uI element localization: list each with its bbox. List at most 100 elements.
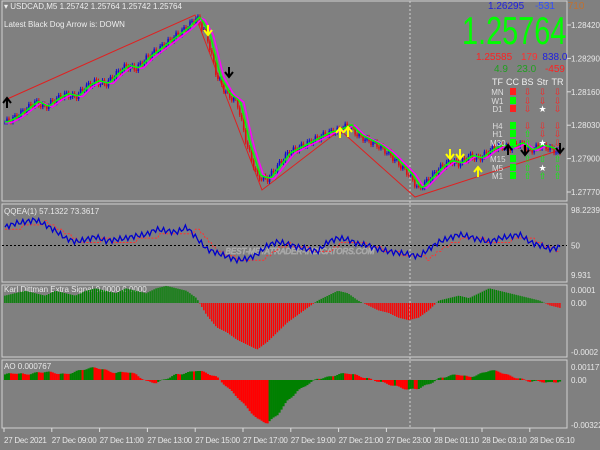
ao-bar <box>91 367 94 380</box>
candle <box>36 100 38 102</box>
ao-bar <box>302 380 305 388</box>
karl-bar <box>199 303 201 304</box>
karl-bar <box>185 290 187 303</box>
ao-bar <box>503 373 506 380</box>
karl-bar <box>382 303 384 312</box>
qqe-axis-label: 98.2239 <box>571 206 600 215</box>
ao-bar <box>4 374 7 380</box>
candle <box>123 64 126 70</box>
ao-bar <box>429 380 432 384</box>
candle <box>213 53 215 63</box>
karl-bar <box>49 293 52 303</box>
karl-bar <box>264 303 267 344</box>
ao-bar <box>370 378 373 380</box>
karl-bar <box>402 303 404 319</box>
karl-bar <box>4 295 6 303</box>
candle <box>157 51 159 53</box>
candle <box>417 186 420 188</box>
candle <box>447 158 450 162</box>
ao-bar <box>397 380 400 387</box>
karl-bar <box>163 286 165 303</box>
karl-bar <box>155 288 157 303</box>
ao-bar <box>445 377 448 380</box>
candle <box>153 49 155 54</box>
candle <box>99 82 102 86</box>
karl-bar <box>539 300 541 303</box>
ao-bar <box>133 373 136 380</box>
karl-bar <box>252 303 255 348</box>
arrow-down-icon <box>445 149 455 161</box>
candle <box>22 110 24 112</box>
ao-bar <box>192 371 196 380</box>
candle <box>254 168 257 170</box>
candle <box>41 103 44 108</box>
candle <box>483 151 486 158</box>
karl-bar <box>451 297 454 303</box>
ao-bar <box>342 373 345 380</box>
symbol-line: USDCAD,M5 1.25742 1.25764 1.25742 1.2576… <box>10 2 182 11</box>
ao-bar <box>189 371 192 380</box>
ao-bar <box>483 372 486 380</box>
ao-bar <box>282 380 285 407</box>
karl-bar <box>125 288 127 303</box>
color-code-box <box>505 172 520 182</box>
ao-bar <box>459 375 462 380</box>
candle <box>330 129 333 131</box>
candle <box>95 79 98 81</box>
candle <box>256 169 259 175</box>
karl-bar <box>197 300 199 303</box>
karl-bar <box>555 303 557 307</box>
karl-bar <box>368 303 370 306</box>
timeframe-label: D1 <box>492 105 503 114</box>
symbol-header: ▾ USDCAD,M5 1.25742 1.25764 1.25742 1.25… <box>4 2 182 11</box>
timeframe-label: H1 <box>492 130 503 139</box>
karl-bar <box>493 289 495 303</box>
karl-bar <box>417 303 420 318</box>
karl-bar <box>87 290 90 303</box>
ao-bar <box>183 373 186 380</box>
candle <box>410 174 412 176</box>
candle <box>191 20 193 22</box>
ao-bar <box>338 373 341 380</box>
x-tick-label: 28 Dec 01:10 <box>434 436 479 445</box>
ao-bar <box>451 374 454 380</box>
ao-bar <box>409 380 412 389</box>
karl-bar <box>306 303 308 309</box>
ao-bar <box>523 379 526 380</box>
ao-bar <box>332 376 335 380</box>
arrow-up-icon: ⇧ <box>523 171 532 181</box>
pane-border-3 <box>1 359 568 429</box>
candle <box>246 142 249 148</box>
karl-bar <box>350 295 352 303</box>
candle <box>439 164 442 170</box>
ao-bar <box>107 370 110 380</box>
karl-bar <box>326 295 328 303</box>
karl-bar <box>109 291 112 303</box>
ao-bar <box>453 374 456 380</box>
ao-bar <box>455 374 458 380</box>
candle <box>242 119 245 131</box>
karl-bar <box>328 295 330 303</box>
ao-bar <box>286 380 289 401</box>
ao-bar <box>145 380 148 381</box>
karl-bar <box>523 296 525 303</box>
karl-bar <box>308 303 310 307</box>
ao-bar <box>222 380 225 385</box>
ao-bar <box>385 380 389 384</box>
karl-bar <box>8 294 10 303</box>
karl-bar <box>427 303 430 311</box>
karl-bar <box>475 294 478 303</box>
karl-bar <box>553 303 555 307</box>
ao-bar <box>13 373 17 380</box>
karl-bar <box>531 298 533 303</box>
ao-bar <box>71 372 74 380</box>
karl-bar <box>481 291 484 303</box>
karl-bar <box>16 292 18 303</box>
karl-bar <box>390 303 392 314</box>
karl-bar <box>272 303 275 337</box>
karl-bar <box>477 293 480 303</box>
karl-bar <box>223 303 225 331</box>
candle <box>533 149 535 153</box>
zigzag-line <box>4 14 561 198</box>
